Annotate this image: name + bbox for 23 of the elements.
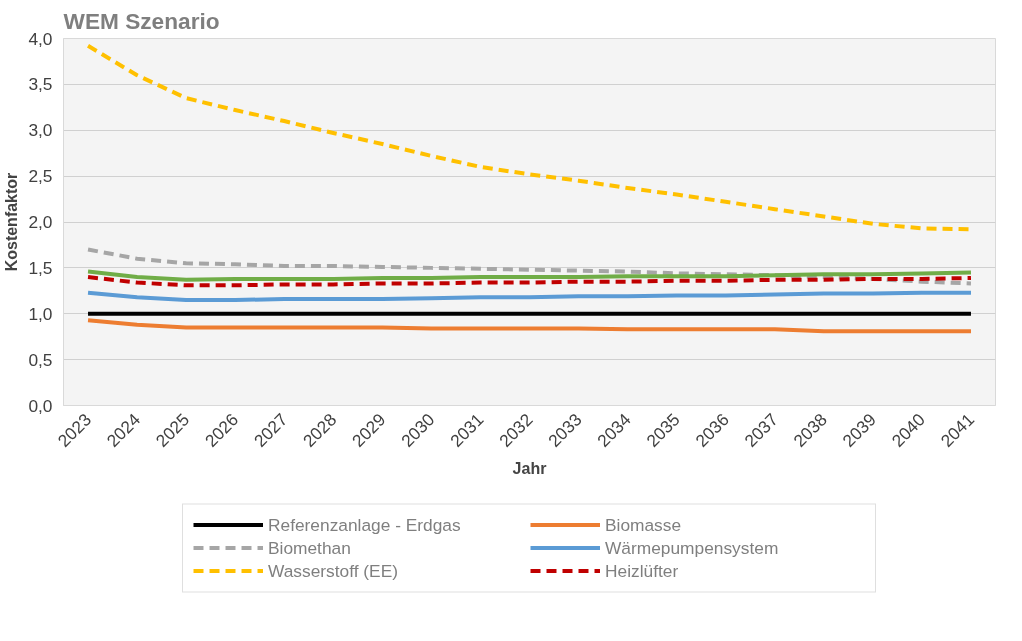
line-series xyxy=(86,247,973,286)
y-tick-label: 1,5 xyxy=(28,257,53,278)
line-series xyxy=(86,269,973,282)
line-series xyxy=(86,275,973,288)
legend-label: Wärmepumpensystem xyxy=(605,537,780,558)
y-axis-title: Kostenfaktor xyxy=(3,172,21,272)
legend-label: Referenzanlage - Erdgas xyxy=(268,514,462,535)
y-tick-label: 0,0 xyxy=(28,395,53,416)
line-series xyxy=(86,290,973,302)
legend-label: Biomasse xyxy=(605,514,683,535)
y-tick-label: 4,0 xyxy=(28,28,53,49)
chart-title: WEM Szenario xyxy=(63,7,220,34)
legend-label: Biomethan xyxy=(268,537,352,558)
legend-label: Wasserstoff (EE) xyxy=(268,560,399,581)
x-axis-title: Jahr xyxy=(512,460,547,478)
y-tick-label: 3,0 xyxy=(28,120,53,141)
line-series xyxy=(86,318,973,334)
y-tick-label: 2,5 xyxy=(28,166,53,187)
y-tick-label: 2,0 xyxy=(28,212,53,232)
y-tick-label: 3,5 xyxy=(28,74,53,95)
y-tick-label: 1,0 xyxy=(28,303,53,324)
legend-label: Heizlüfter xyxy=(605,560,680,581)
y-tick-label: 0,5 xyxy=(28,349,53,370)
